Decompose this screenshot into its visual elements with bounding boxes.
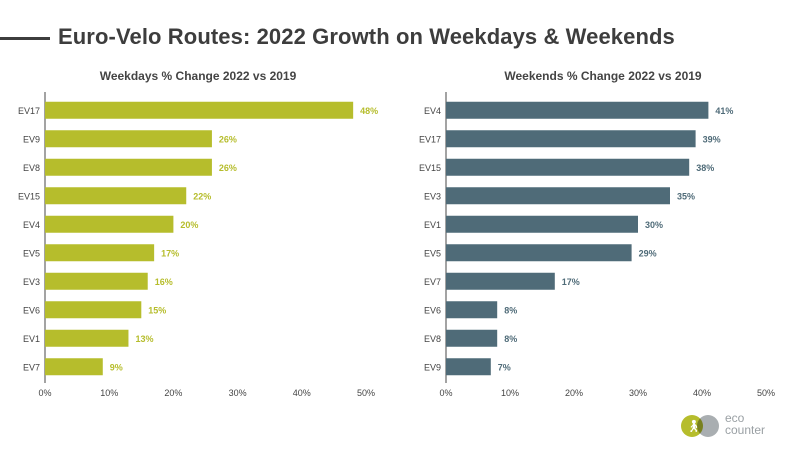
weekends-category-label: EV17 bbox=[419, 134, 441, 144]
title-rule bbox=[0, 37, 50, 40]
weekends-value-label: 17% bbox=[562, 277, 580, 287]
weekdays-bar bbox=[45, 329, 129, 347]
weekdays-category-label: EV3 bbox=[23, 277, 40, 287]
logo-text-line1: eco bbox=[725, 411, 745, 425]
weekdays-bar bbox=[45, 130, 212, 148]
pedestrian-icon: 🚶︎ bbox=[686, 419, 702, 433]
weekdays-chart: EV17 48% EV9 26% EV8 26% EV15 22% EV4 20% EV5 17% EV… bbox=[18, 92, 378, 398]
weekends-value-label: 39% bbox=[703, 134, 721, 144]
weekdays-chart-title: Weekdays % Change 2022 vs 2019 bbox=[99, 69, 297, 83]
weekends-tick-label: 20% bbox=[565, 388, 583, 398]
weekends-category-label: EV7 bbox=[424, 277, 441, 287]
weekends-bar bbox=[446, 158, 690, 176]
weekends-category-label: EV4 bbox=[424, 106, 441, 116]
weekdays-tick-label: 30% bbox=[229, 388, 247, 398]
weekdays-category-label: EV5 bbox=[23, 248, 40, 258]
weekdays-category-label: EV1 bbox=[23, 334, 40, 344]
weekends-bar bbox=[446, 358, 491, 376]
weekends-category-label: EV6 bbox=[424, 305, 441, 315]
weekends-value-label: 8% bbox=[504, 305, 517, 315]
weekdays-bar bbox=[45, 244, 155, 262]
weekends-value-label: 30% bbox=[645, 220, 663, 230]
weekends-category-label: EV8 bbox=[424, 334, 441, 344]
weekdays-value-label: 15% bbox=[148, 305, 166, 315]
weekends-chart-title: Weekends % Change 2022 vs 2019 bbox=[504, 69, 702, 83]
weekends-bar bbox=[446, 187, 670, 205]
weekends-tick-label: 30% bbox=[629, 388, 647, 398]
weekdays-value-label: 9% bbox=[110, 362, 123, 372]
weekdays-category-label: EV7 bbox=[23, 362, 40, 372]
weekdays-value-label: 20% bbox=[180, 220, 198, 230]
logo-text-line2: counter bbox=[725, 423, 766, 437]
weekdays-category-label: EV15 bbox=[18, 191, 40, 201]
weekends-tick-label: 0% bbox=[439, 388, 452, 398]
weekdays-tick-label: 20% bbox=[164, 388, 182, 398]
weekends-bar bbox=[446, 329, 498, 347]
weekdays-category-label: EV4 bbox=[23, 220, 40, 230]
logo-circle-grey bbox=[697, 415, 719, 437]
weekends-category-label: EV3 bbox=[424, 191, 441, 201]
weekends-category-label: EV15 bbox=[419, 163, 441, 173]
weekends-chart: EV4 41% EV17 39% EV15 38% EV3 35% EV1 30% EV5 29% EV… bbox=[419, 92, 775, 398]
weekends-tick-label: 50% bbox=[757, 388, 775, 398]
weekdays-tick-label: 0% bbox=[38, 388, 51, 398]
weekdays-value-label: 26% bbox=[219, 134, 237, 144]
weekdays-bar bbox=[45, 272, 148, 290]
weekdays-bar bbox=[45, 215, 174, 233]
weekends-value-label: 7% bbox=[498, 362, 511, 372]
weekends-value-label: 29% bbox=[639, 248, 657, 258]
weekends-value-label: 38% bbox=[696, 163, 714, 173]
weekends-value-label: 8% bbox=[504, 334, 517, 344]
weekdays-value-label: 26% bbox=[219, 163, 237, 173]
weekends-value-label: 41% bbox=[715, 106, 733, 116]
page-title: Euro-Velo Routes: 2022 Growth on Weekday… bbox=[58, 24, 675, 49]
weekdays-value-label: 22% bbox=[193, 191, 211, 201]
weekends-bar bbox=[446, 215, 638, 233]
weekdays-tick-label: 10% bbox=[100, 388, 118, 398]
weekdays-value-label: 48% bbox=[360, 106, 378, 116]
weekdays-bar bbox=[45, 358, 103, 376]
weekends-bar bbox=[446, 272, 555, 290]
weekdays-bar bbox=[45, 158, 212, 176]
weekdays-category-label: EV9 bbox=[23, 134, 40, 144]
logo-text: eco counter bbox=[725, 412, 765, 436]
weekends-tick-label: 40% bbox=[693, 388, 711, 398]
weekends-tick-label: 10% bbox=[501, 388, 519, 398]
weekdays-bar bbox=[45, 101, 354, 119]
weekends-bar bbox=[446, 101, 709, 119]
weekdays-category-label: EV6 bbox=[23, 305, 40, 315]
weekdays-value-label: 17% bbox=[161, 248, 179, 258]
weekdays-tick-label: 40% bbox=[293, 388, 311, 398]
weekends-bar bbox=[446, 301, 498, 319]
weekends-bar bbox=[446, 130, 696, 148]
weekends-category-label: EV1 bbox=[424, 220, 441, 230]
weekends-category-label: EV5 bbox=[424, 248, 441, 258]
weekdays-value-label: 13% bbox=[135, 334, 153, 344]
weekdays-value-label: 16% bbox=[155, 277, 173, 287]
weekdays-tick-label: 50% bbox=[357, 388, 375, 398]
weekends-value-label: 35% bbox=[677, 191, 695, 201]
weekdays-bar bbox=[45, 301, 142, 319]
weekdays-bar bbox=[45, 187, 187, 205]
eco-counter-logo: 🚶︎ eco counter bbox=[681, 412, 781, 441]
weekends-category-label: EV9 bbox=[424, 362, 441, 372]
weekdays-category-label: EV8 bbox=[23, 163, 40, 173]
weekdays-category-label: EV17 bbox=[18, 106, 40, 116]
weekends-bar bbox=[446, 244, 632, 262]
